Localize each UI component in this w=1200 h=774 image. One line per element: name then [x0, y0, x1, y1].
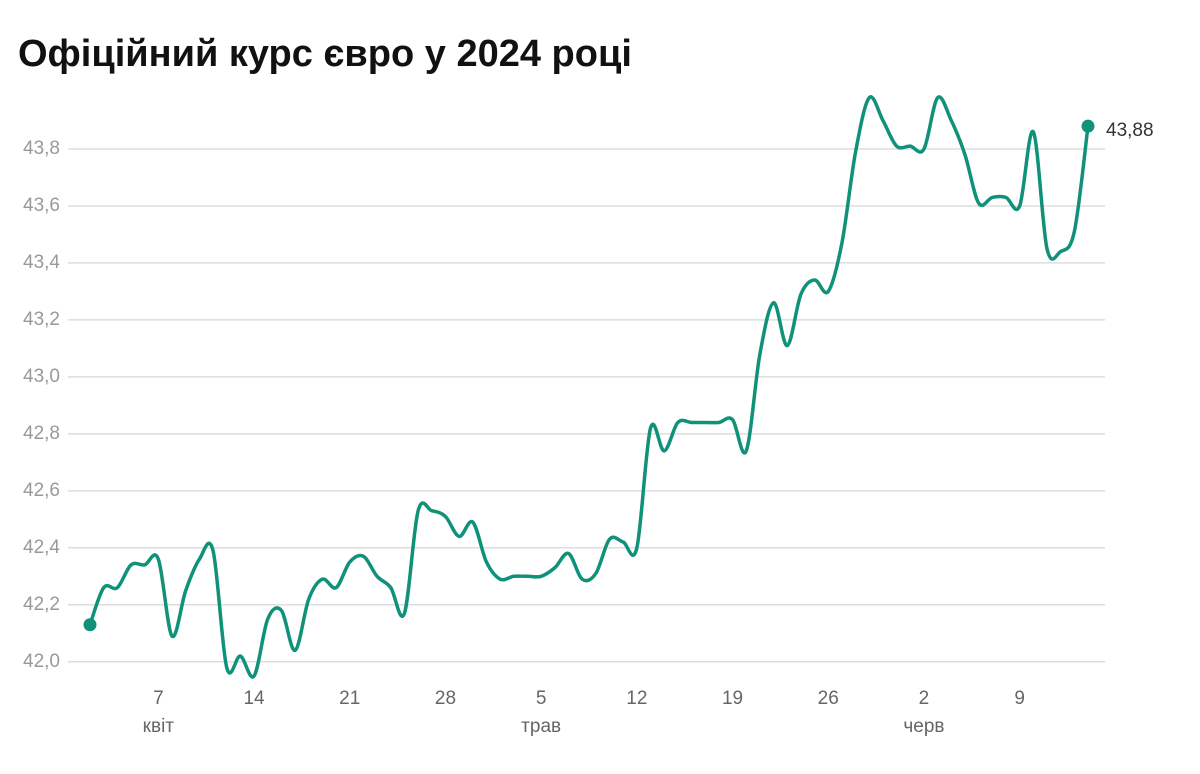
x-tick-label: 19 — [722, 688, 743, 709]
y-tick-label: 43,8 — [23, 138, 60, 159]
y-tick-label: 42,6 — [23, 480, 60, 501]
y-tick-label: 43,2 — [23, 309, 60, 330]
chart-title: Офіційний курс євро у 2024 році — [18, 33, 632, 75]
y-tick-label: 42,4 — [23, 537, 60, 558]
line — [88, 95, 1090, 679]
x-tick-label: 5 — [536, 688, 547, 709]
x-tick-label: 7 — [153, 688, 164, 709]
y-tick-label: 42,2 — [23, 594, 60, 615]
y-tick-label: 43,0 — [23, 366, 60, 387]
month-label: квіт — [143, 716, 175, 737]
y-tick-label: 43,4 — [23, 252, 60, 273]
y-tick-label: 42,8 — [23, 423, 60, 444]
x-tick-label: 21 — [339, 688, 360, 709]
end-point — [83, 618, 97, 632]
x-tick-label: 9 — [1014, 688, 1025, 709]
x-tick-label: 28 — [435, 688, 456, 709]
value-label: 43,88 — [1106, 120, 1154, 141]
y-tick-label: 42,0 — [23, 651, 60, 672]
month-label: черв — [903, 716, 944, 737]
x-tick-label: 2 — [919, 688, 930, 709]
x-tick-label: 26 — [818, 688, 839, 709]
x-tick-label: 14 — [243, 688, 265, 709]
end-point — [1081, 119, 1095, 133]
y-tick-label: 43,6 — [23, 195, 60, 216]
x-tick-label: 12 — [626, 688, 647, 709]
month-label: трав — [521, 716, 561, 737]
